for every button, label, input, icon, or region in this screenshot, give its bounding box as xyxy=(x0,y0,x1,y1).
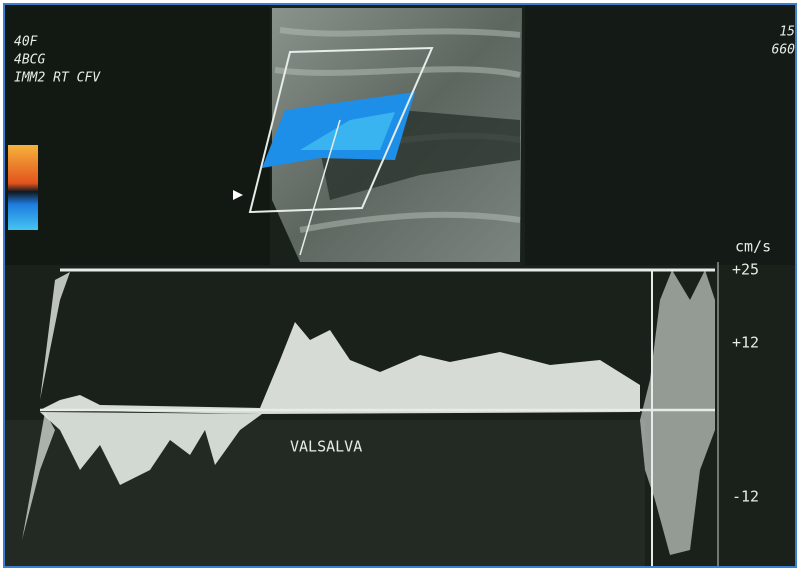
header-text: IMM2 RT CFV xyxy=(14,71,101,86)
scale-label: +25 xyxy=(732,261,759,279)
header-text: 4BCG xyxy=(14,53,45,68)
color-bar xyxy=(8,145,38,230)
header-text: 15 xyxy=(779,25,795,40)
header-text: 660 xyxy=(772,43,796,58)
ultrasound-screen: 40F 4BCG IMM2 RT CFV 15 660 cm/s +25 +12… xyxy=(0,0,800,571)
right-panel xyxy=(525,5,795,265)
header-text: 40F xyxy=(14,35,39,50)
page: 40F 4BCG IMM2 RT CFV 15 660 cm/s +25 +12… xyxy=(0,0,800,571)
scale-label: +12 xyxy=(732,334,759,352)
left-panel xyxy=(5,5,270,265)
scale-unit: cm/s xyxy=(735,238,771,256)
annotation: VALSALVA xyxy=(290,438,362,456)
scale-label: -12 xyxy=(732,488,759,506)
